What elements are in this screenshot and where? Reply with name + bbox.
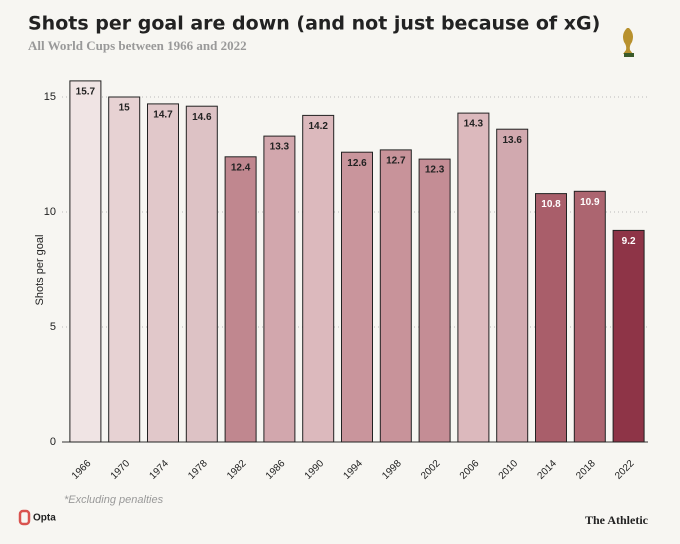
x-tick-label: 2018 [574,458,598,482]
bar [379,149,412,443]
trophy-icon [623,28,634,57]
x-tick-label: 1990 [303,458,327,482]
x-tick-label: 1986 [264,458,288,482]
value-label: 13.6 [502,135,522,146]
bar [457,112,490,443]
x-tick-label: 1966 [70,458,94,482]
chart-subtitle: All World Cups between 1966 and 2022 [28,38,247,53]
x-tick-label: 2022 [613,458,637,482]
y-axis-label: Shots per goal [34,235,46,306]
x-tick-label: 1970 [109,458,133,482]
chart-title: Shots per goal are down (and not just be… [28,13,600,35]
value-label: 9.2 [622,236,636,247]
value-label: 13.3 [270,142,290,153]
x-tick-label: 2014 [535,458,559,482]
value-label: 10.9 [580,197,600,208]
bar [147,103,179,443]
bar [224,156,257,443]
bar [108,96,141,443]
bar [341,151,373,443]
value-label: 10.8 [541,199,561,210]
source-logo: Opta [33,513,56,524]
value-label: 15 [119,103,131,114]
y-tick-label: 5 [50,321,56,333]
y-tick-label: 15 [44,91,56,103]
bar [573,190,606,443]
y-tick-label: 10 [44,206,56,218]
value-label: 12.4 [231,162,251,173]
bar [418,158,451,443]
x-tick-label: 1998 [380,458,404,482]
bar [185,105,218,443]
value-label: 12.3 [425,165,445,176]
x-tick-label: 1994 [341,458,365,482]
x-tick-label: 1974 [147,458,171,482]
value-label: 12.6 [347,158,367,169]
value-label: 14.2 [308,121,328,132]
value-label: 14.6 [192,112,212,123]
bar [69,80,102,443]
y-tick-label: 0 [50,436,56,448]
value-label: 12.7 [386,156,406,167]
x-tick-label: 2006 [458,458,482,482]
value-label: 14.3 [464,119,484,130]
value-label: 14.7 [153,110,173,121]
value-label: 15.7 [76,87,96,98]
x-tick-label: 2010 [497,458,521,482]
bar [535,193,567,443]
opta-icon [18,509,31,526]
bar [612,229,645,443]
publisher: The Athletic [585,513,649,527]
bar [302,114,335,443]
x-tick-label: 2002 [419,458,443,482]
x-tick-label: 1978 [186,458,210,482]
footnote: *Excluding penalties [64,494,164,506]
x-tick-label: 1982 [225,458,249,482]
bar [263,135,296,443]
bar [496,128,529,443]
